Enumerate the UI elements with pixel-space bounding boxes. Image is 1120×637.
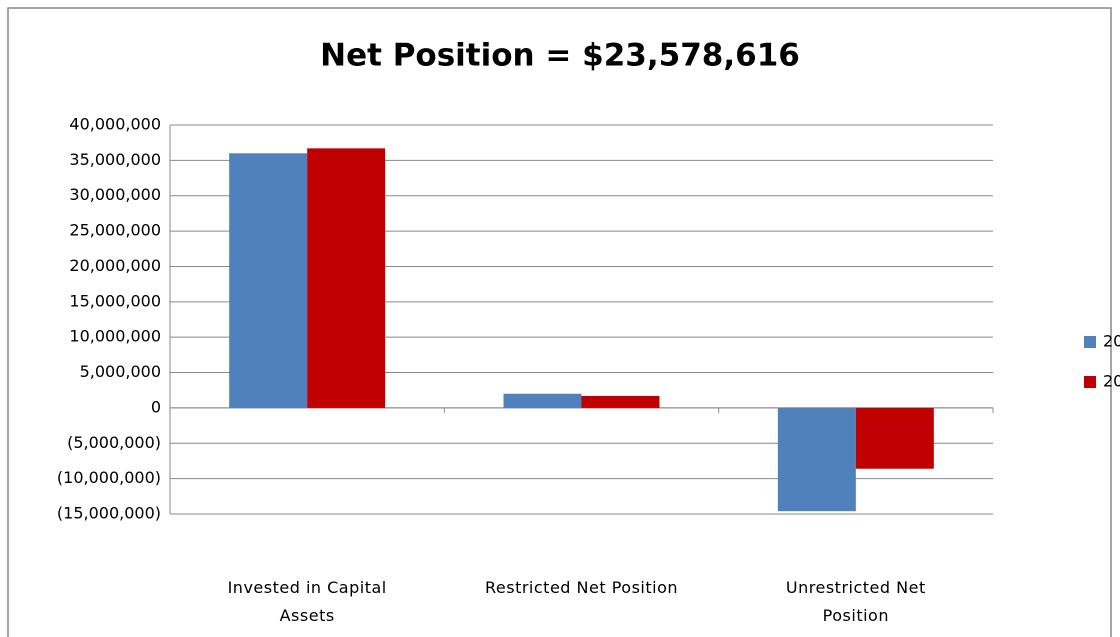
y-tick-label: (15,000,000) [57, 504, 161, 523]
y-tick-label: 40,000,000 [69, 115, 161, 134]
x-tick-label: Invested in Capital Assets [227, 578, 387, 625]
bar [503, 393, 582, 408]
legend-label: 2019 [1103, 332, 1120, 351]
y-tick-label: (5,000,000) [67, 433, 161, 452]
chart-title: Net Position = $23,578,616 [320, 38, 800, 74]
bar [581, 395, 660, 408]
chart-border [7, 7, 1112, 637]
bar [229, 153, 308, 408]
y-tick-label: (10,000,000) [57, 468, 161, 487]
legend-swatch [1084, 336, 1096, 348]
legend-swatch [1084, 376, 1096, 388]
y-tick-label: 25,000,000 [69, 221, 161, 240]
y-tick-label: 15,000,000 [69, 291, 161, 310]
x-tick-label: Restricted Net Position [485, 578, 678, 597]
bar [307, 148, 386, 408]
y-tick-label: 35,000,000 [69, 150, 161, 169]
y-tick-label: 0 [151, 397, 161, 416]
bar [855, 407, 934, 469]
y-tick-label: 10,000,000 [69, 327, 161, 346]
y-tick-label: 30,000,000 [69, 185, 161, 204]
y-tick-label: 20,000,000 [69, 256, 161, 275]
y-tick-label: 5,000,000 [80, 362, 161, 381]
legend-label: 2018 [1103, 372, 1120, 391]
bar [777, 407, 856, 512]
x-tick-label: Unrestricted Net Position [785, 578, 926, 625]
